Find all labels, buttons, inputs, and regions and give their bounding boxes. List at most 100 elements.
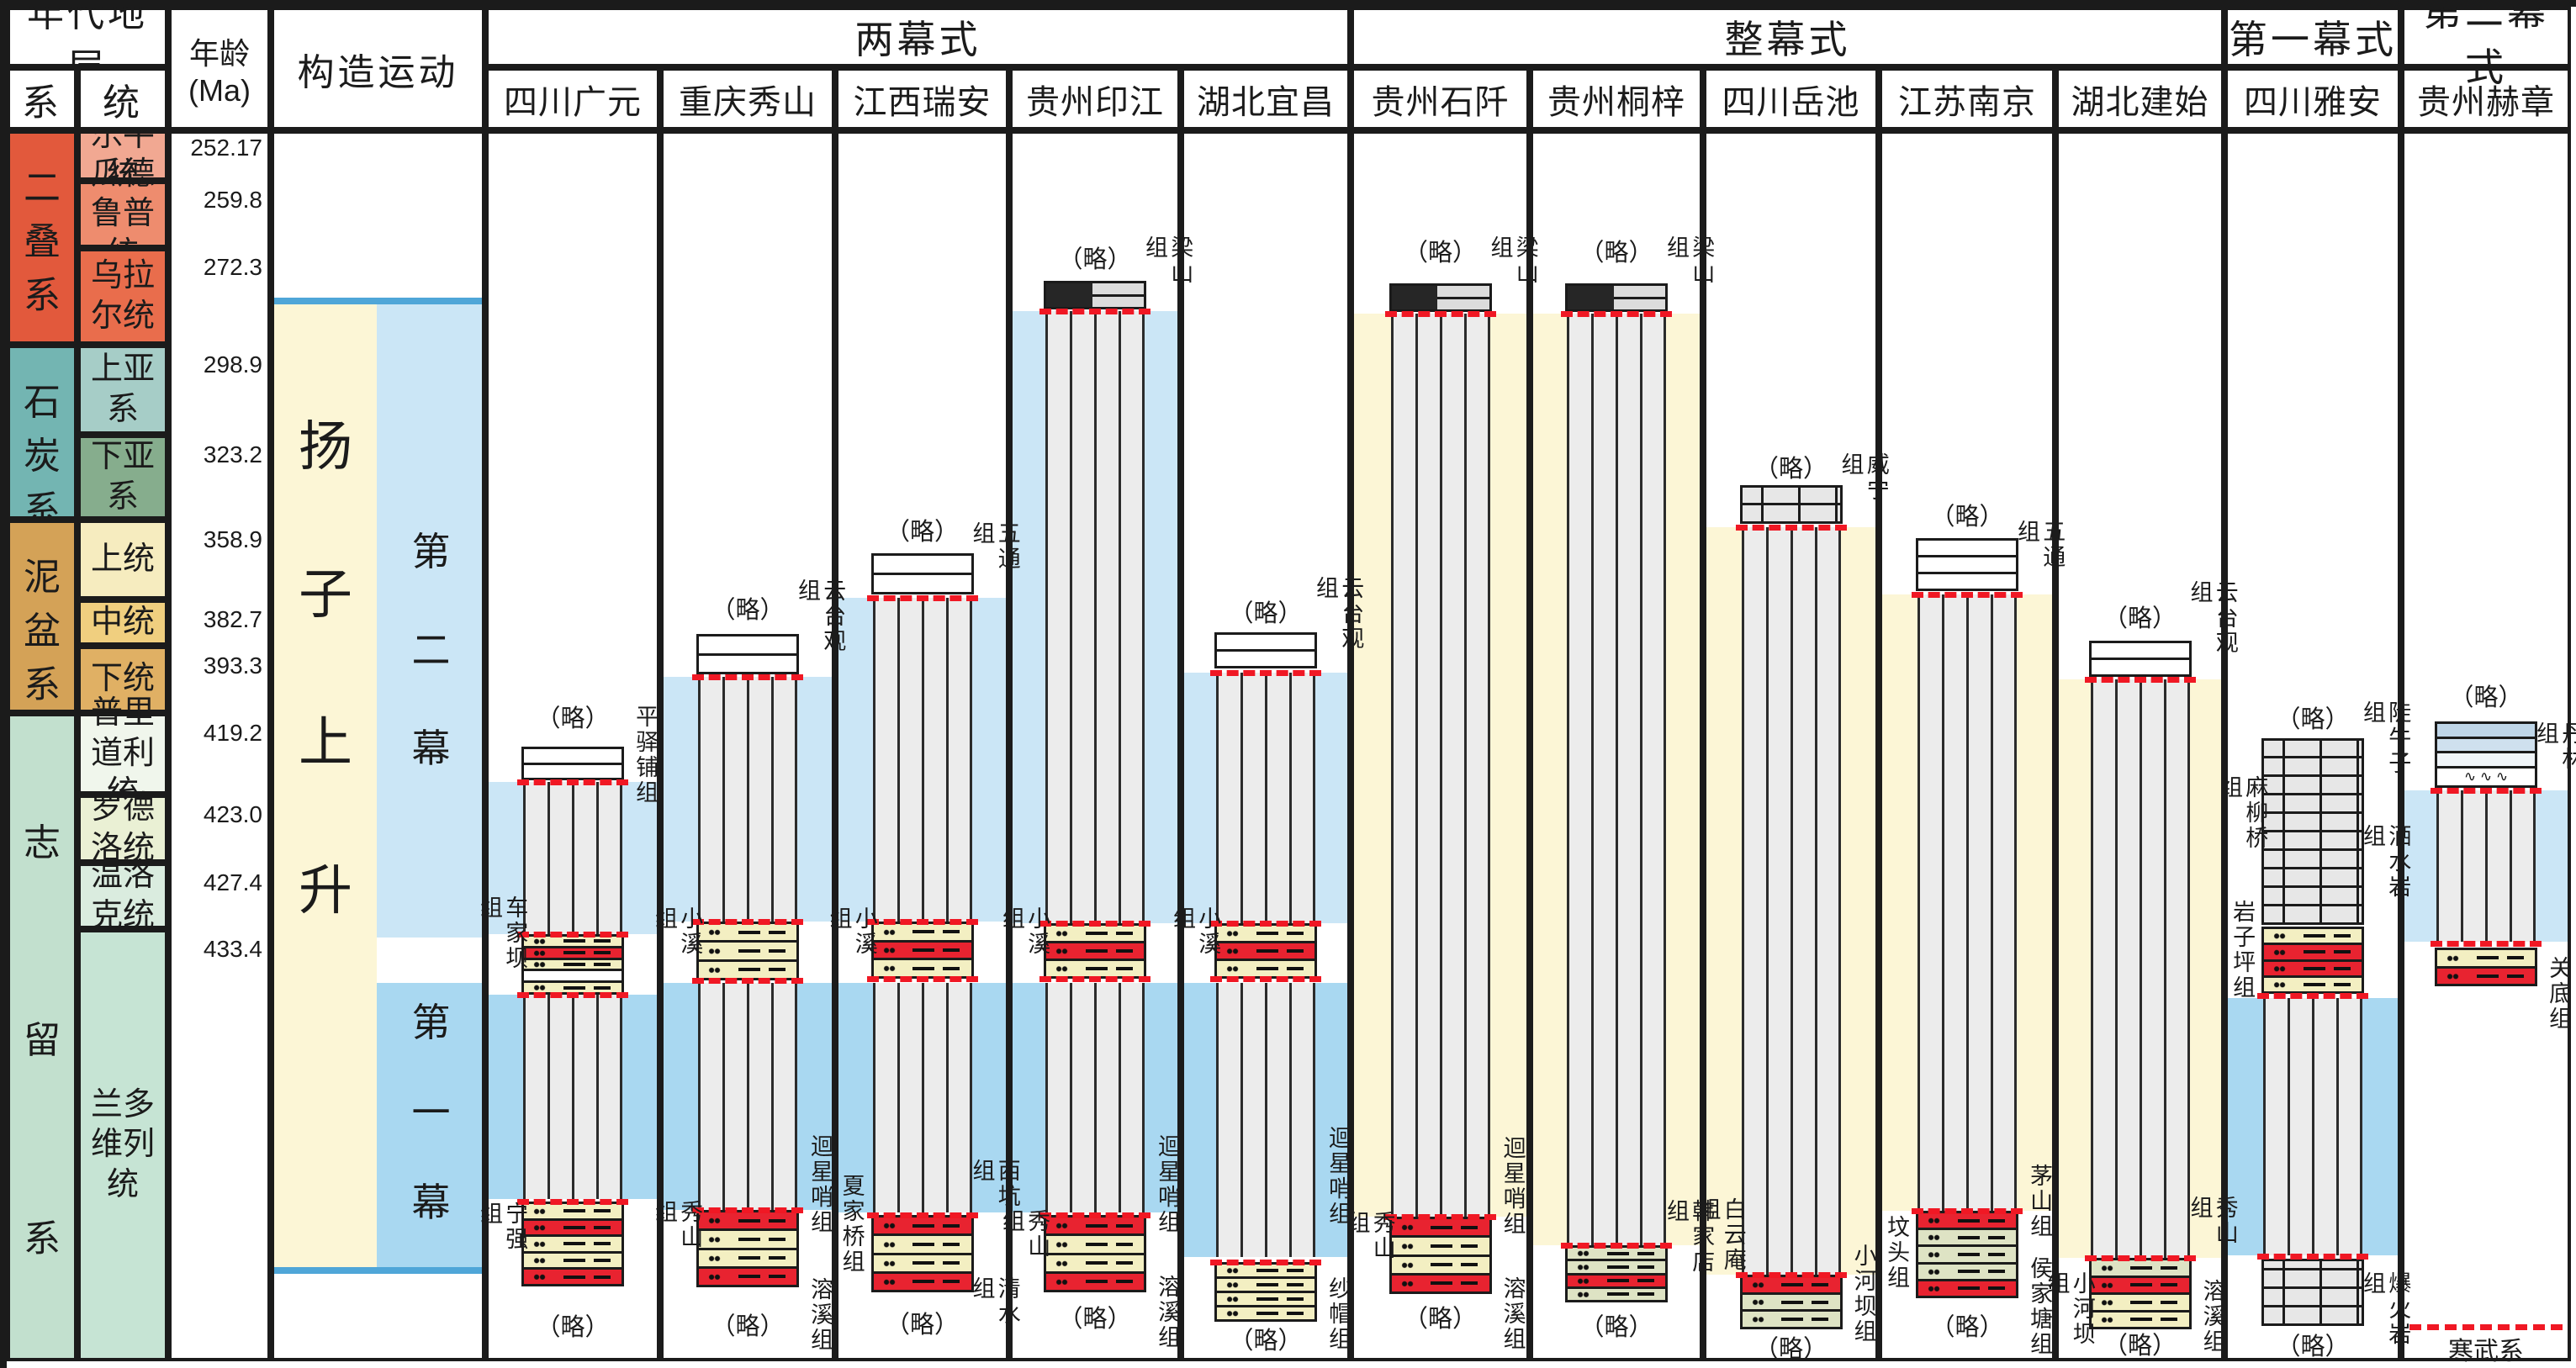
lith-band-red [873,1273,971,1290]
lith-band-red [1568,1275,1665,1289]
system-char: 叠 [24,221,61,262]
system-cell-1: 石炭系 [7,345,77,531]
lith-band-olive [1918,1247,2016,1265]
system-char: 盆 [24,610,61,652]
series-cell-3-2: 温洛克统 [77,858,168,933]
lith-band-cream [699,1249,796,1269]
omitted-note-guangyuan: （略） [536,1314,610,1341]
column-header-yinjiang: 贵州印江 [1009,67,1181,130]
formation-label-hezhang: 关底组 [2546,955,2572,1032]
column-header-guangyuan: 四川广元 [485,67,660,130]
omitted-note-tongzi: （略） [1579,240,1653,267]
unconformity-dash-yuechi [1735,1272,1847,1284]
unconformity-dash-yinjiang [1039,309,1150,320]
formation-label-yinjiang: 秀山组 [999,1209,1050,1260]
formation-label-jianshi: 小河坝组 [2044,1271,2095,1347]
unconformity-dash-yaan [2257,993,2368,1005]
system-char: 二 [24,167,61,209]
lith-band-cream [1217,1307,1314,1319]
unconformity-dash-shiqian [1384,311,1496,323]
omitted-note-guangyuan: （略） [536,705,610,732]
dotted-row [699,636,796,656]
liangshan-unit-yinjiang [1044,281,1146,309]
yangzi-char: 子 [299,564,352,625]
series-cell-3-0: 普里道利统 [77,695,168,811]
lith-band-red [524,1220,622,1238]
formation-unit-ruian [870,922,974,979]
lith-band-cream [873,1236,971,1255]
lith-band-cream [524,959,622,972]
omitted-note-ruian: （略） [885,1312,960,1339]
series-cell-0-0: 乐平统 [77,118,168,193]
litho-strip-jianshi [2090,679,2190,1258]
formation-label-nanjing: 茅山组 [2027,1164,2053,1239]
dotted-unit-yichang [1214,632,1317,668]
coal-block [1568,286,1614,309]
formation-unit-xiushan [696,1210,799,1287]
unconformity-dash-ruian [866,919,978,931]
formation-label-ruian: 五通组 [969,521,1020,572]
gray-row [1437,286,1489,299]
dotted-row [524,764,622,778]
gray-rows [1092,283,1144,307]
formation-label-tongzi: 梁山组 [1664,235,1715,286]
series-cell-2-1: 中统 [77,599,168,646]
lith-band-olive [1742,1312,1840,1328]
lith-band-red [699,1268,796,1285]
formation-label-xiushan: 溶溪组 [807,1277,833,1353]
unconformity-dash-nanjing [1912,1208,2023,1220]
lith-band-cream [699,1231,796,1250]
litho-strip-yinjiang [1045,311,1145,923]
omitted-note-yinjiang: （略） [1058,1306,1132,1333]
formation-unit-yinjiang [1044,1215,1146,1292]
unconformity-dash-guangyuan [517,932,628,943]
age-tick-label: 358.9 [203,526,262,552]
unconformity-dash-yichang [1210,921,1321,932]
group-header-zhengmu: 整幕式 [1351,7,2224,67]
omitted-note-hezhang: （略） [2449,684,2523,711]
formation-label-xiushan: 迴星哨组 [807,1134,833,1235]
header-tectonic: 构造运动 [271,7,485,130]
column-header-yuechi: 四川岳池 [1703,67,1879,130]
age-tick-label: 423.0 [203,801,262,827]
formation-label-yinjiang: 溶溪组 [1155,1275,1181,1350]
series-cell-3-3: 兰多维列统 [77,929,168,1361]
lith-band-red [1046,1217,1144,1237]
formation-label-nanjing: 五通组 [2014,520,2066,570]
age-tick-label: 298.9 [203,351,262,378]
tectonic-act2-band [377,304,482,938]
column-header-yaan: 四川雅安 [2224,67,2401,130]
series-cell-3-1: 罗德洛统 [77,790,168,866]
omitted-note-shiqian: （略） [1403,1306,1478,1333]
lith-band-cream [2264,977,2362,991]
formation-label-nanjing: 坟头组 [1884,1215,1910,1291]
lith-band-olive [1918,1230,2016,1248]
age-tick-label: 419.2 [203,720,262,746]
unconformity-dash-ruian [866,595,978,607]
omitted-note-yinjiang: （略） [1058,246,1132,273]
lith-band-cream [524,1253,622,1270]
lith-band-wedge [699,943,796,962]
omitted-note-yichang: （略） [1229,1328,1303,1355]
system-cell-2: 泥盆系 [7,520,77,713]
lith-band-olive [1568,1288,1665,1300]
formation-label-yaan: 洒水岩组 [2360,824,2411,900]
lith-band-red [1046,1273,1144,1290]
tectonic-cap-bottom [274,1267,482,1274]
system-char: 系 [24,1218,61,1260]
column-header-hezhang: 贵州赫章 [2401,67,2571,130]
yangzi-char: 升 [299,860,352,921]
dotted-row [2091,660,2189,674]
unconformity-dash-yuechi [1735,525,1847,536]
formation-unit-nanjing [1916,1211,2018,1298]
gray-row [1092,283,1144,297]
omitted-note-nanjing: （略） [1930,504,2004,531]
formation-unit-yichang [1214,1262,1317,1322]
dotted-row [699,655,796,672]
formation-unit-tongzi [1565,1245,1668,1302]
lith-band-olive [1568,1248,1665,1262]
gray-row [1437,298,1489,309]
lith-band-red [2264,945,2362,962]
formation-label-jianshi: 云台观组 [2187,580,2238,656]
lith-band-red [524,948,622,960]
